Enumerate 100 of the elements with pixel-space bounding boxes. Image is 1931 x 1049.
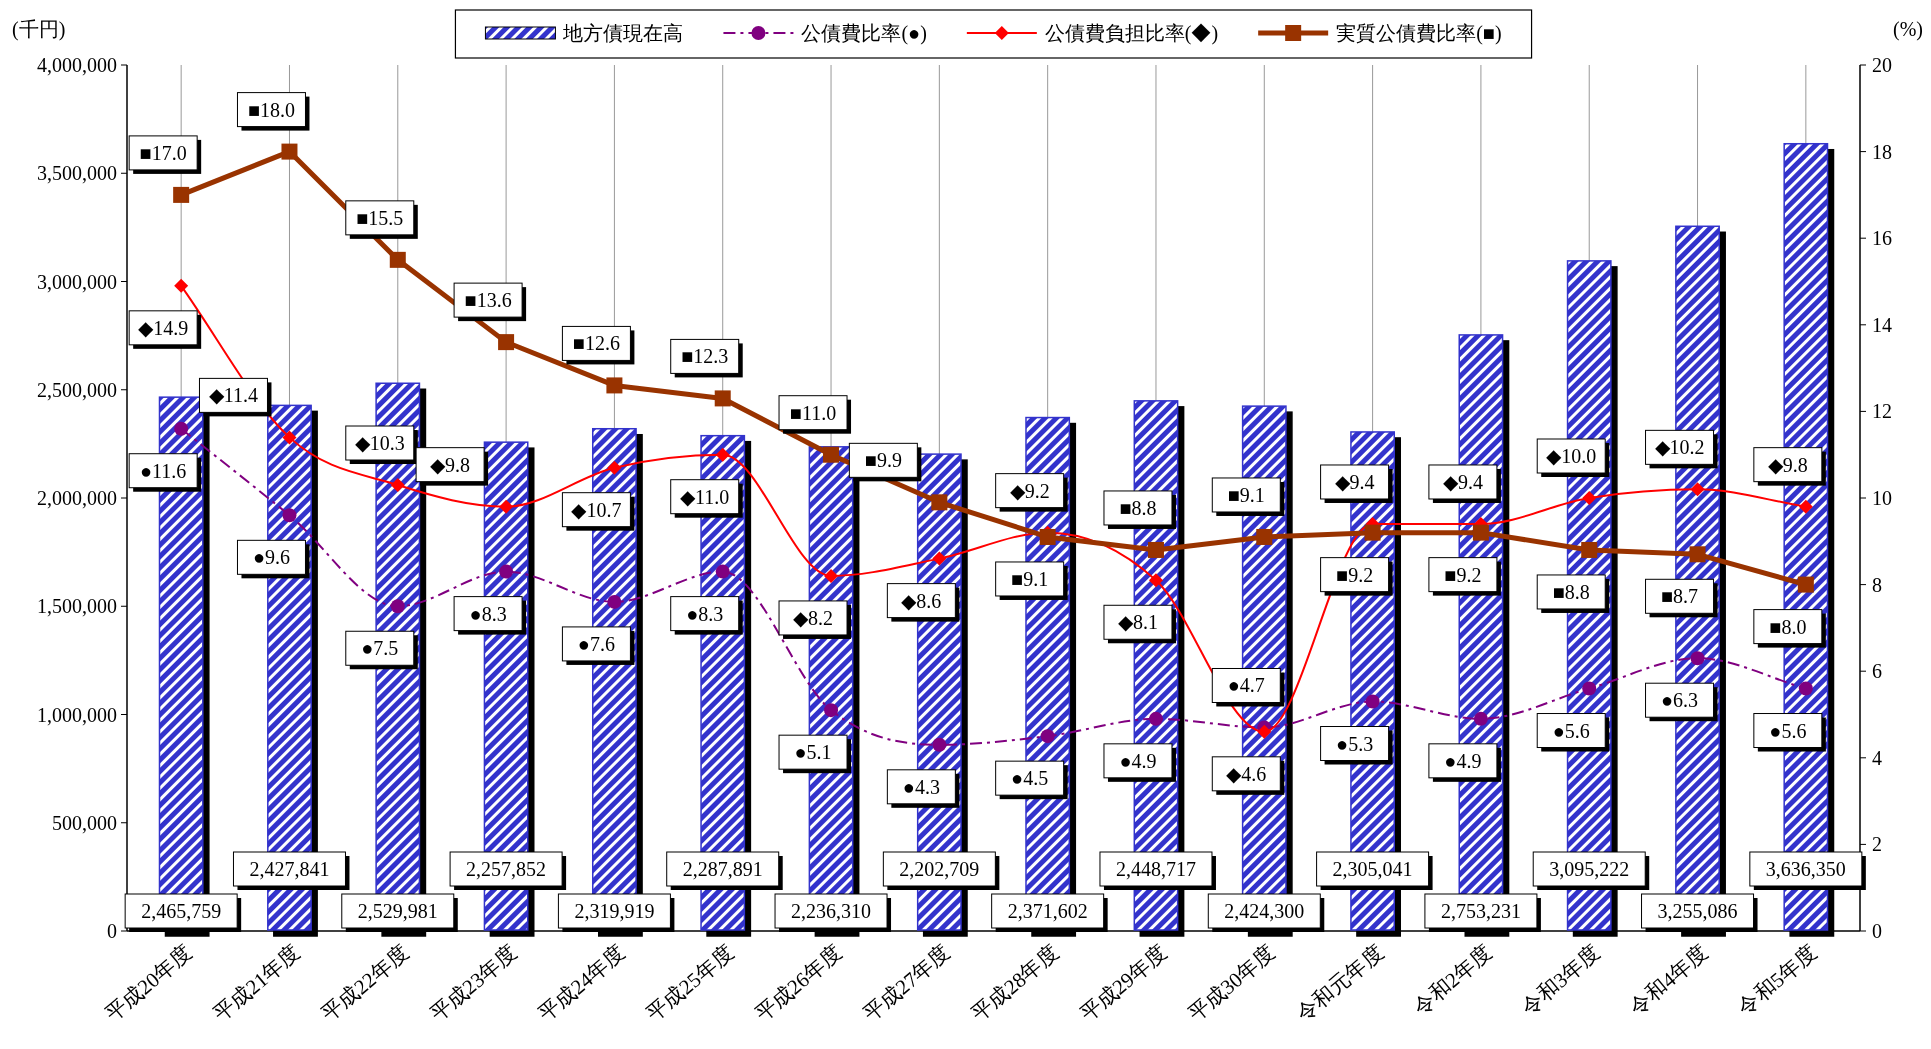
data-label: 2,287,891 xyxy=(682,858,763,880)
data-label: 2,305,041 xyxy=(1332,858,1413,880)
point xyxy=(824,703,839,718)
y-tick-label: 4,000,000 xyxy=(37,54,117,76)
legend-label: 地方債現在高 xyxy=(562,22,684,44)
point xyxy=(931,494,948,511)
point xyxy=(389,251,406,268)
point xyxy=(824,568,839,583)
data-label: ■15.5 xyxy=(356,206,404,229)
x-tick-label: 令和4年度 xyxy=(1624,940,1713,1020)
data-label: ■11.0 xyxy=(789,401,837,424)
point xyxy=(499,499,514,514)
data-label: ■9.2 xyxy=(1336,563,1374,586)
data-label: ●4.9 xyxy=(1119,749,1157,772)
point xyxy=(714,390,731,407)
y-tick-label: 500,000 xyxy=(52,811,117,834)
data-label: ■9.1 xyxy=(1227,483,1265,506)
data-label: 2,257,852 xyxy=(466,858,547,880)
y-tick-label: 1,500,000 xyxy=(37,595,117,618)
data-label: ■18.0 xyxy=(247,98,296,121)
point xyxy=(715,564,730,579)
data-label: ◆4.6 xyxy=(1226,762,1267,785)
data-label: ●9.6 xyxy=(252,546,291,569)
data-label: ●8.3 xyxy=(686,602,724,625)
data-label: ●7.6 xyxy=(577,632,615,655)
point xyxy=(1472,524,1489,541)
x-tick-label: 令和5年度 xyxy=(1733,940,1822,1020)
y2-tick-label: 8 xyxy=(1872,573,1882,596)
y2-tick-label: 2 xyxy=(1872,833,1882,856)
data-label: ●5.1 xyxy=(794,741,832,764)
x-tick-label: 令和元年度 xyxy=(1291,940,1388,1027)
point xyxy=(607,594,622,609)
point xyxy=(1582,681,1597,696)
point xyxy=(1690,651,1705,666)
point xyxy=(1365,694,1380,709)
point xyxy=(1689,546,1706,563)
data-label: ◆9.4 xyxy=(1334,470,1375,493)
y2-tick-label: 18 xyxy=(1872,140,1892,163)
data-label: 2,371,602 xyxy=(1007,900,1088,922)
point xyxy=(281,143,298,160)
y-tick-label: 2,500,000 xyxy=(37,378,117,401)
data-label: ◆9.8 xyxy=(430,453,471,476)
y2-tick-label: 16 xyxy=(1872,227,1892,250)
x-tick-label: 平成25年度 xyxy=(642,940,738,1027)
point xyxy=(1040,729,1055,744)
y2-tick-label: 4 xyxy=(1872,746,1882,769)
x-tick-label: 平成21年度 xyxy=(208,940,305,1027)
data-label: ●4.3 xyxy=(902,775,940,798)
point xyxy=(282,508,297,523)
point xyxy=(607,460,622,475)
point xyxy=(1582,491,1597,505)
data-label: ◆9.8 xyxy=(1767,453,1808,476)
data-label: ●5.3 xyxy=(1336,732,1374,755)
point xyxy=(173,186,190,203)
point xyxy=(606,377,623,394)
y-tick-label: 3,000,000 xyxy=(37,270,117,293)
point xyxy=(174,421,189,436)
data-label: ●5.6 xyxy=(1769,719,1807,742)
y-tick-label: 2,000,000 xyxy=(37,487,117,509)
data-label: ●4.7 xyxy=(1227,674,1265,697)
data-label: ●7.5 xyxy=(361,637,399,660)
data-label: 2,448,717 xyxy=(1115,858,1196,880)
data-label: 2,753,231 xyxy=(1440,900,1521,922)
data-label: ◆8.2 xyxy=(793,606,834,629)
point xyxy=(1364,524,1381,541)
data-label: 2,465,759 xyxy=(141,900,222,922)
data-label: ◆8.1 xyxy=(1117,611,1158,634)
data-label: ●5.6 xyxy=(1552,719,1590,742)
data-label: 2,236,310 xyxy=(791,900,872,922)
x-tick-label: 平成26年度 xyxy=(750,940,847,1027)
data-label: ◆10.0 xyxy=(1546,445,1597,467)
data-label: ◆11.0 xyxy=(680,485,730,508)
x-tick-label: 平成23年度 xyxy=(425,940,522,1027)
point xyxy=(1148,711,1163,726)
data-label: ■8.0 xyxy=(1769,615,1807,638)
point xyxy=(390,599,405,614)
y-tick-label: 3,500,000 xyxy=(37,162,117,185)
y2-tick-label: 12 xyxy=(1872,400,1892,423)
data-label: ●4.5 xyxy=(1011,767,1049,790)
point xyxy=(1257,724,1272,739)
data-label: ●4.9 xyxy=(1444,749,1482,772)
data-label: 2,202,709 xyxy=(899,858,980,880)
data-label: 3,636,350 xyxy=(1765,858,1846,880)
data-label: ●6.3 xyxy=(1660,689,1699,712)
data-label: ■9.2 xyxy=(1444,563,1482,586)
data-label: ■9.1 xyxy=(1011,567,1049,590)
data-label: ◆10.7 xyxy=(571,498,622,521)
x-tick-label: 平成29年度 xyxy=(1075,940,1172,1027)
point xyxy=(1798,681,1813,696)
y-tick-label: 0 xyxy=(107,920,117,942)
point xyxy=(498,334,515,351)
y2-tick-label: 6 xyxy=(1872,660,1882,683)
point xyxy=(1039,528,1056,545)
y2-axis-title: (%) xyxy=(1893,18,1923,41)
y2-tick-label: 20 xyxy=(1872,54,1892,76)
data-label: ●11.6 xyxy=(139,459,187,482)
data-label: ◆14.9 xyxy=(138,316,189,339)
point xyxy=(1690,482,1705,497)
data-label: ■12.3 xyxy=(681,345,729,368)
data-label: ◆9.2 xyxy=(1009,479,1050,502)
